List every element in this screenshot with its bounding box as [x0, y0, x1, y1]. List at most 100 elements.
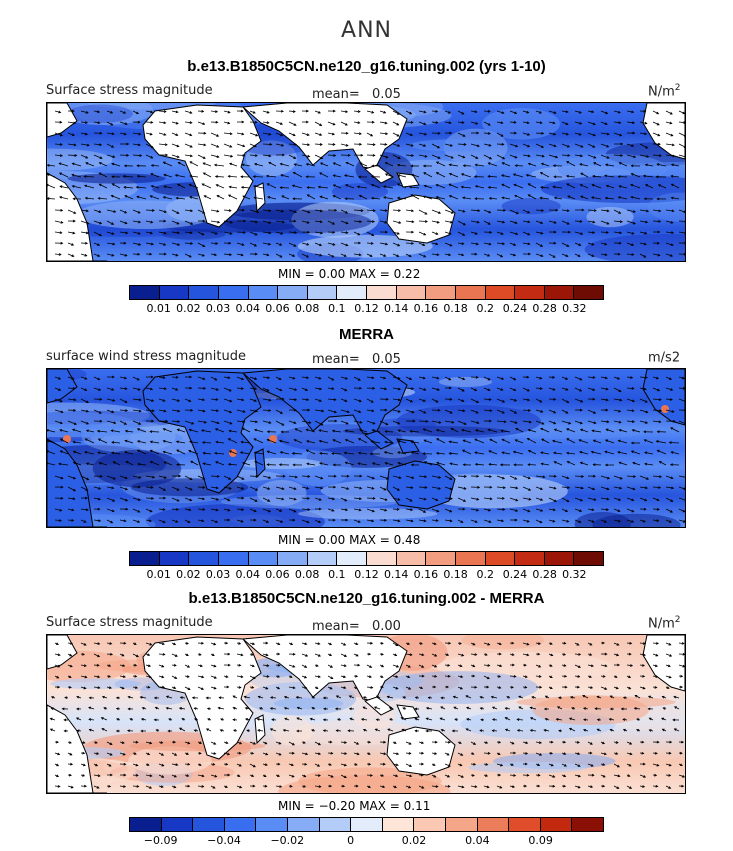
- colorbar-cell: [455, 286, 486, 299]
- panel3-minmax: MIN = −0.20 MAX = 0.11: [278, 799, 431, 813]
- colorbar-tick-label: 0.18: [443, 302, 468, 315]
- panel1-field-label: Surface stress magnitude: [46, 83, 213, 98]
- colorbar-cell: [337, 286, 367, 299]
- panel1-map: [46, 102, 686, 262]
- colorbar-cell: [382, 818, 415, 831]
- panel1-title: b.e13.B1850C5CN.ne120_g16.tuning.002 (yr…: [187, 58, 546, 75]
- colorbar-tick-label: 0.28: [532, 568, 557, 581]
- colorbar-cell: [485, 286, 516, 299]
- colorbar-cell: [367, 286, 397, 299]
- colorbar-tick-label: 0.24: [502, 302, 528, 315]
- colorbar-tick-label: −0.02: [270, 834, 305, 847]
- colorbar-cell: [130, 818, 162, 831]
- colorbar-cell: [396, 286, 427, 299]
- colorbar-tick-label: 0.04: [465, 834, 490, 847]
- colorbar-cell: [248, 552, 279, 565]
- panel2-mean-value: 0.05: [372, 352, 401, 367]
- panel3-title: b.e13.B1850C5CN.ne120_g16.tuning.002 - M…: [188, 590, 545, 607]
- colorbar-tick-label: 0.2: [476, 568, 495, 581]
- colorbar-tick-label: 0.12: [354, 568, 379, 581]
- colorbar-cell: [159, 552, 190, 565]
- colorbar-tick-label: 0.01: [146, 568, 171, 581]
- colorbar-cell: [426, 286, 456, 299]
- colorbar-tick-label: 0.24: [502, 568, 528, 581]
- colorbar-cell: [256, 818, 288, 831]
- colorbar-tick-label: 0.08: [294, 302, 320, 315]
- colorbar-cell: [159, 286, 190, 299]
- colorbar-cell: [287, 818, 320, 831]
- panel1-colorbar: [129, 285, 604, 300]
- panel1-units: N/m2: [648, 83, 681, 100]
- colorbar-tick-label: 0.2: [476, 302, 495, 315]
- panel3-mean-value: 0.00: [372, 619, 401, 634]
- colorbar-tick-label: 0.04: [235, 568, 261, 581]
- colorbar-cell: [307, 286, 338, 299]
- panel3-colorbar-ticks: −0.09 −0.04 −0.02 0 0.02 0.04 0.09: [129, 834, 604, 848]
- colorbar-cell: [515, 286, 545, 299]
- colorbar-tick-label: 0.04: [235, 302, 261, 315]
- panel3-colorbar: [129, 817, 604, 832]
- colorbar-cell: [248, 286, 279, 299]
- colorbar-cell: [218, 552, 249, 565]
- colorbar-tick-label: 0.06: [265, 302, 290, 315]
- colorbar-cell: [445, 818, 478, 831]
- colorbar-tick-label: 0.16: [413, 568, 439, 581]
- panel3-map: [46, 634, 686, 794]
- panel1-minmax: MIN = 0.00 MAX = 0.22: [278, 267, 421, 281]
- main-title: ANN: [341, 18, 392, 43]
- panel2-field-label: surface wind stress magnitude: [46, 349, 246, 364]
- colorbar-cell: [161, 818, 194, 831]
- colorbar-tick-label: 0.06: [265, 568, 290, 581]
- colorbar-tick-label: 0.08: [294, 568, 320, 581]
- colorbar-cell: [130, 552, 160, 565]
- colorbar-cell: [351, 818, 383, 831]
- colorbar-tick-label: 0.1: [328, 568, 346, 581]
- panel1-colorbar-ticks: 0.01 0.02 0.03 0.04 0.06 0.08 0.1 0.12 0.14 0.16 0…: [129, 302, 604, 316]
- colorbar-cell: [218, 286, 249, 299]
- colorbar-tick-label: 0.01: [146, 302, 171, 315]
- panel2-mean-label: mean=: [312, 352, 360, 367]
- colorbar-cell: [477, 818, 510, 831]
- panel2-colorbar-ticks: 0.01 0.02 0.03 0.04 0.06 0.08 0.1 0.12 0.14 0.16 0…: [129, 568, 604, 582]
- colorbar-tick-label: 0.02: [401, 834, 427, 847]
- colorbar-tick-label: 0.14: [383, 568, 409, 581]
- colorbar-cell: [319, 818, 352, 831]
- colorbar-tick-label: 0.1: [328, 302, 346, 315]
- colorbar-tick-label: −0.04: [207, 834, 241, 847]
- colorbar-cell: [337, 552, 367, 565]
- colorbar-cell: [574, 552, 603, 565]
- colorbar-tick-label: 0.32: [562, 302, 587, 315]
- panel3-mean-label: mean=: [312, 619, 360, 634]
- colorbar-cell: [509, 818, 541, 831]
- panel1-mean-value: 0.05: [372, 87, 401, 102]
- colorbar-tick-label: −0.09: [143, 834, 178, 847]
- colorbar-cell: [485, 552, 516, 565]
- colorbar-cell: [414, 818, 446, 831]
- colorbar-cell: [224, 818, 257, 831]
- panel3-field-label: Surface stress magnitude: [46, 615, 213, 630]
- colorbar-cell: [189, 552, 219, 565]
- colorbar-tick-label: 0.16: [413, 302, 439, 315]
- colorbar-tick-label: 0: [347, 834, 355, 847]
- colorbar-tick-label: 0.18: [443, 568, 468, 581]
- colorbar-tick-label: 0.03: [205, 302, 231, 315]
- colorbar-tick-label: 0.03: [205, 568, 231, 581]
- colorbar-tick-label: 0.14: [383, 302, 409, 315]
- colorbar-cell: [515, 552, 545, 565]
- colorbar-cell: [278, 552, 308, 565]
- panel2-units: m/s2: [648, 350, 681, 366]
- colorbar-cell: [367, 552, 397, 565]
- colorbar-cell: [189, 286, 219, 299]
- colorbar-cell: [544, 552, 575, 565]
- colorbar-cell: [544, 286, 575, 299]
- colorbar-tick-label: 0.32: [562, 568, 587, 581]
- colorbar-cell: [426, 552, 456, 565]
- colorbar-cell: [396, 552, 427, 565]
- panel3-units: N/m2: [648, 615, 681, 632]
- colorbar-cell: [307, 552, 338, 565]
- panel2-title: MERRA: [339, 326, 394, 343]
- colorbar-cell: [572, 818, 603, 831]
- panel1-mean-label: mean=: [312, 87, 360, 102]
- colorbar-cell: [278, 286, 308, 299]
- colorbar-tick-label: 0.09: [528, 834, 553, 847]
